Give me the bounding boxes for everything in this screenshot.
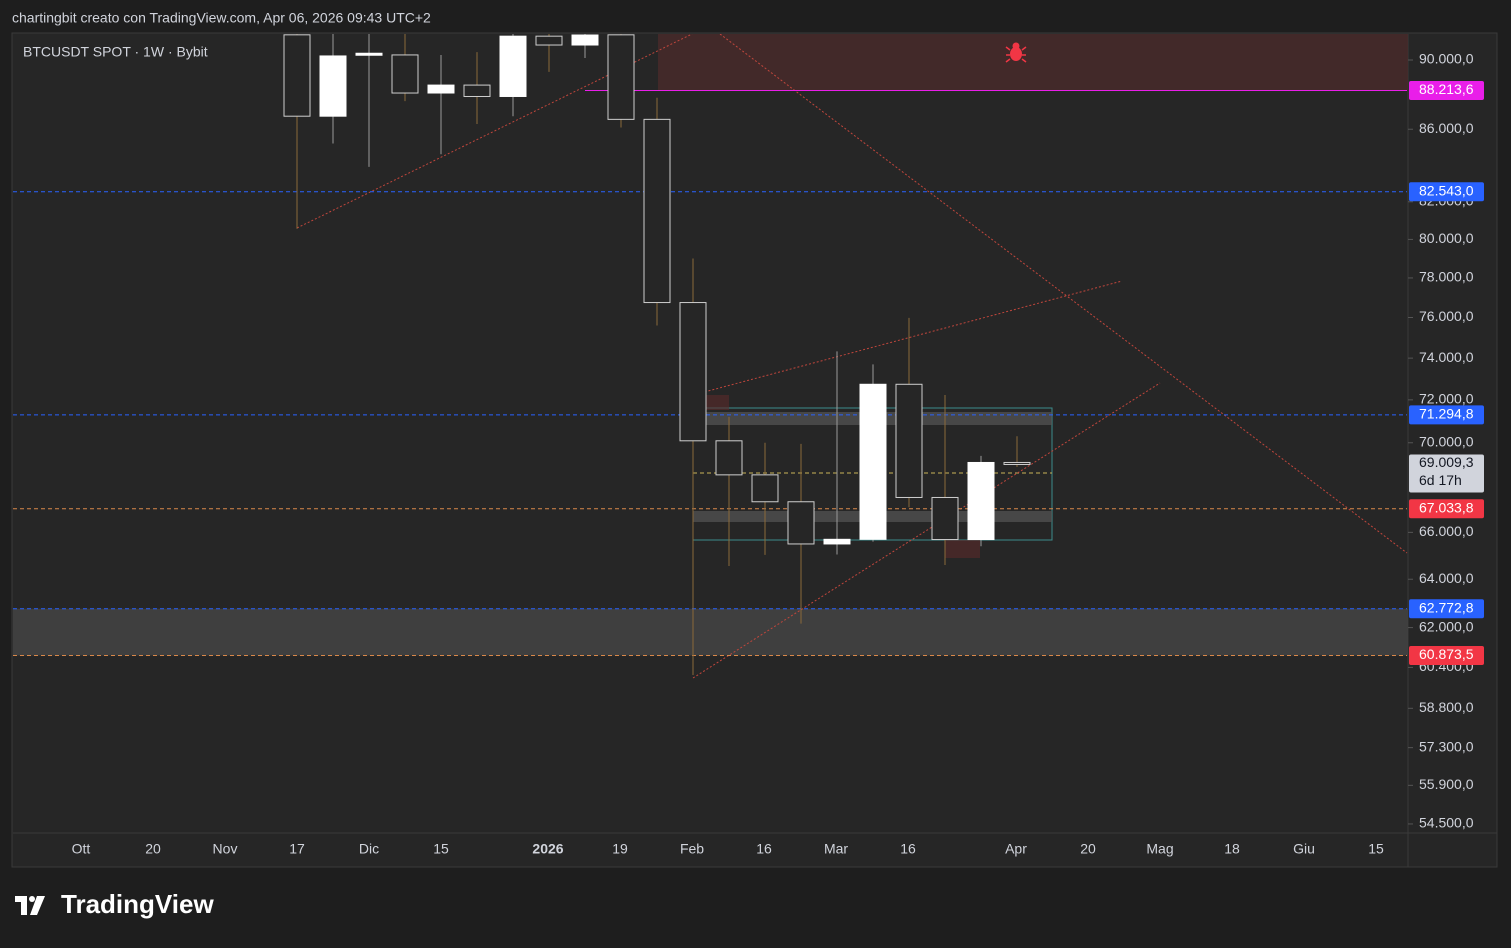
countdown: 6d 17h [1419, 472, 1462, 488]
trendline [719, 34, 1408, 554]
x-tick-label: 17 [289, 841, 305, 857]
candles [283, 34, 1031, 675]
y-tick-label: 64.000,0 [1419, 570, 1474, 586]
x-tick-label: 20 [145, 841, 161, 857]
y-tick-label: 55.900,0 [1419, 776, 1474, 792]
candle-body [463, 84, 491, 97]
candle-body [967, 461, 995, 541]
candle-body [319, 55, 347, 117]
price-label-box [1409, 454, 1484, 493]
x-tick-label: 2026 [532, 841, 563, 857]
x-tick-label: 16 [756, 841, 772, 857]
marker [945, 540, 980, 558]
price-label: 71.294,8 [1419, 406, 1474, 422]
x-tick-label: Dic [359, 841, 379, 857]
price-label: 60.873,5 [1419, 646, 1474, 662]
candle-body [427, 84, 455, 94]
x-tick-label: 15 [1368, 841, 1384, 857]
chart-panel [11, 32, 1498, 868]
logo-mark [15, 896, 45, 915]
attribution: chartingbit creato con TradingView.com, … [12, 10, 431, 26]
candle-body [355, 52, 383, 56]
demand-zone [13, 608, 1408, 656]
candle-body [1003, 461, 1031, 465]
y-tick-label: 86.000,0 [1419, 120, 1474, 136]
price-label-box [1409, 182, 1484, 202]
candle-body [679, 302, 707, 442]
trendline [296, 34, 693, 229]
price-label: 69.009,3 [1419, 454, 1474, 470]
y-tick-label: 62.000,0 [1419, 618, 1474, 634]
x-tick-label: Apr [1005, 841, 1027, 857]
y-tick-label: 78.000,0 [1419, 269, 1474, 285]
trendlines [296, 34, 1408, 679]
price-label-box [1409, 405, 1484, 425]
candle-body [823, 538, 851, 545]
y-tick-label: 57.300,0 [1419, 738, 1474, 754]
y-tick-label: 76.000,0 [1419, 308, 1474, 324]
price-label-box [1409, 499, 1484, 519]
candle-body [607, 34, 635, 120]
candle-body [787, 501, 815, 545]
candle-body [535, 35, 563, 46]
y-tick-label: 80.000,0 [1419, 230, 1474, 246]
trendline [692, 280, 1123, 396]
candle-body [859, 383, 887, 540]
price-label-box [1409, 646, 1484, 666]
x-tick-label: 19 [612, 841, 628, 857]
footer-logo: TradingView [61, 889, 214, 919]
candle-body [283, 34, 311, 117]
price-label: 67.033,8 [1419, 499, 1474, 515]
x-tick-label: 16 [900, 841, 916, 857]
candle-body [895, 383, 923, 498]
candle-body [643, 118, 671, 304]
price-label: 88.213,6 [1419, 81, 1474, 97]
x-tick-label: 15 [433, 841, 449, 857]
x-tick-label: Nov [213, 841, 238, 857]
candle-body [571, 34, 599, 46]
candle-body [751, 474, 779, 503]
symbol-title: BTCUSDT SPOT · 1W · Bybit [23, 44, 208, 60]
trendline [692, 382, 1161, 679]
candle-body [931, 496, 959, 541]
price-label-box [1409, 599, 1484, 619]
y-tick-label: 70.000,0 [1419, 433, 1474, 449]
x-tick-label: 20 [1080, 841, 1096, 857]
x-tick-label: Giu [1293, 841, 1315, 857]
x-tick-label: Ott [72, 841, 91, 857]
y-tick-label: 66.000,0 [1419, 523, 1474, 539]
x-tick-label: Mag [1146, 841, 1173, 857]
y-tick-label: 54.500,0 [1419, 815, 1474, 831]
candle-body [715, 440, 743, 476]
y-tick-label: 90.000,0 [1419, 51, 1474, 67]
bug-icon [1005, 42, 1027, 63]
candle-body [499, 35, 527, 97]
candle-body [391, 54, 419, 94]
supply-zone [658, 34, 1408, 91]
x-tick-label: 18 [1224, 841, 1240, 857]
y-tick-label: 58.800,0 [1419, 699, 1474, 715]
price-label-box [1409, 81, 1484, 101]
price-label: 62.772,8 [1419, 599, 1474, 615]
y-tick-label: 72.000,0 [1419, 391, 1474, 407]
y-tick-label: 74.000,0 [1419, 349, 1474, 365]
x-tick-label: Feb [680, 841, 704, 857]
price-label: 82.543,0 [1419, 182, 1474, 198]
x-tick-label: Mar [824, 841, 848, 857]
